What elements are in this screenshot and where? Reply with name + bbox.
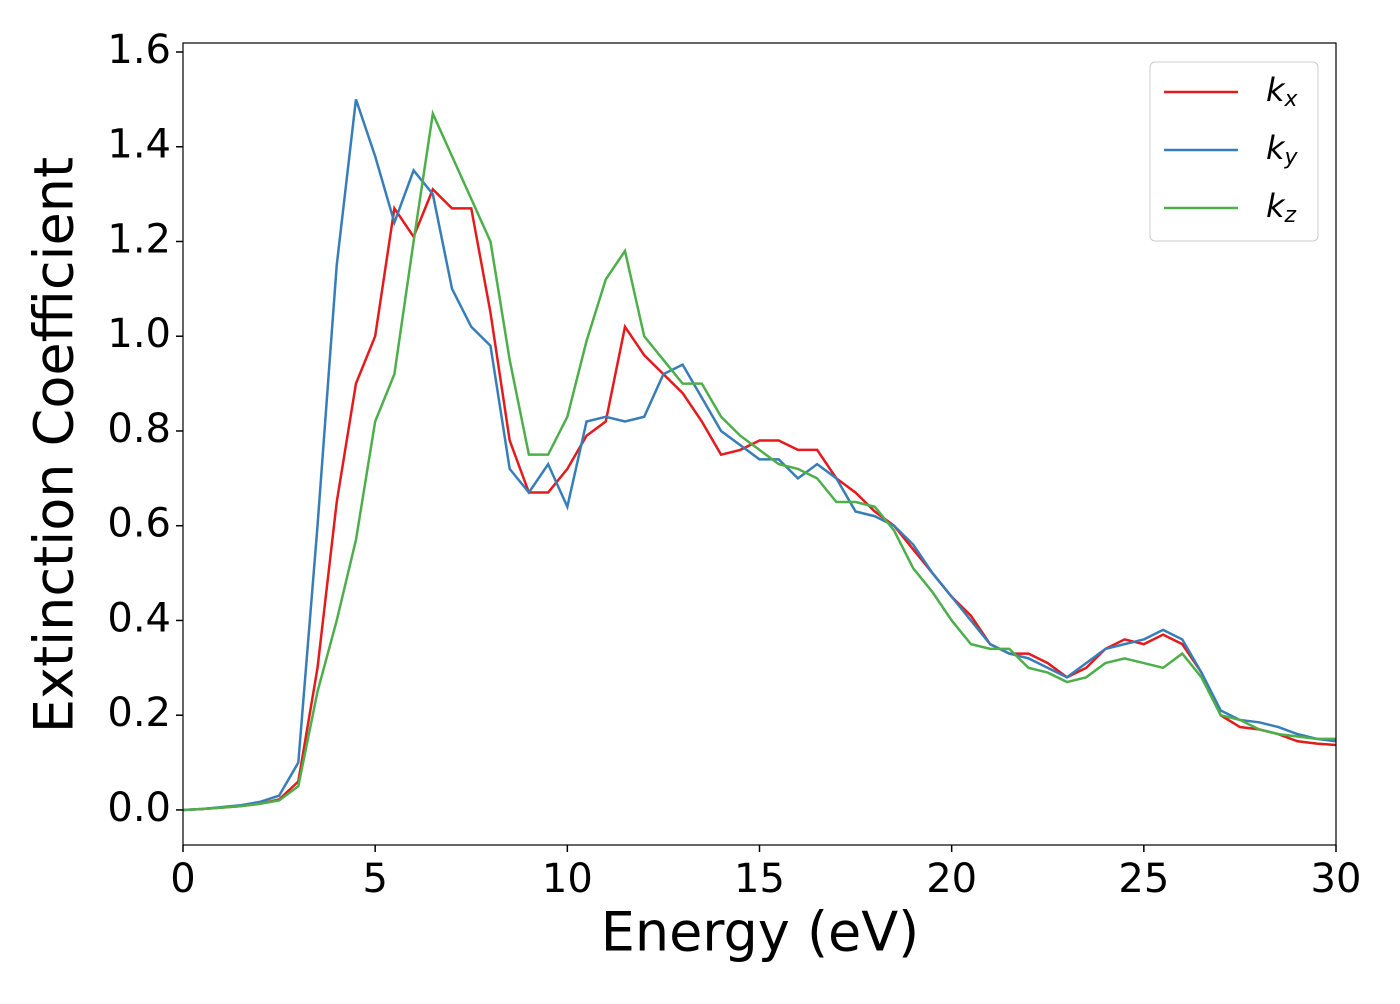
y-tick-label: 1.4 [107, 122, 171, 168]
x-tick-label: 10 [542, 856, 593, 902]
y-tick-label: 1.0 [107, 311, 171, 357]
x-tick-label: 5 [362, 856, 387, 902]
x-tick-label: 30 [1311, 856, 1362, 902]
y-tick-label: 0.2 [107, 690, 171, 736]
y-tick-label: 0.0 [107, 785, 171, 831]
series-line [183, 98, 1336, 812]
y-axis-label: Extinction Coefficient [23, 157, 86, 733]
x-axis-label: Energy (eV) [601, 901, 920, 964]
x-tick-label: 20 [926, 856, 977, 902]
y-tick-label: 1.2 [107, 216, 171, 262]
legend-label: ky [1266, 129, 1299, 170]
x-tick-label: 15 [734, 856, 785, 902]
x-tick-label: 25 [1118, 856, 1169, 902]
y-tick-label: 0.4 [107, 595, 171, 641]
legend-box [1149, 61, 1319, 242]
y-tick-label: 1.6 [107, 27, 171, 73]
y-tick-label: 0.6 [107, 501, 171, 547]
y-tick-label: 0.8 [107, 406, 171, 452]
series-line [183, 187, 1336, 812]
x-tick-label: 0 [170, 856, 195, 902]
legend-label: kx [1266, 71, 1299, 112]
plot-frame [182, 42, 1337, 846]
series-line [183, 109, 1336, 812]
legend-label: kz [1266, 187, 1297, 228]
